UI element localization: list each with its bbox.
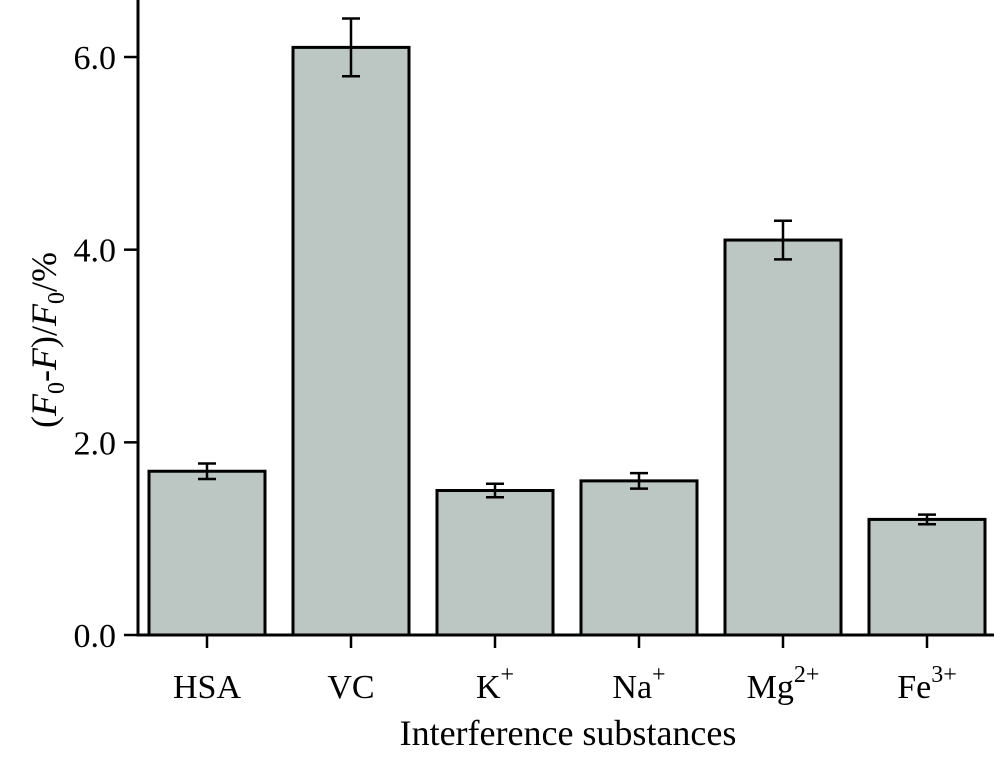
bar <box>867 517 987 637</box>
y-axis-title: (F0-F)/F0/% <box>24 252 70 428</box>
bar <box>291 45 411 637</box>
x-tick-label: HSA <box>173 669 241 706</box>
y-tick-label: 4.0 <box>74 233 117 270</box>
bar <box>723 238 843 637</box>
x-tick-label: Fe3+ <box>897 662 957 706</box>
y-tick-label: 2.0 <box>74 425 117 462</box>
x-tick-label: VC <box>327 669 374 706</box>
y-tick-label: 6.0 <box>74 40 117 77</box>
x-tick-labels: HSA VC K+ Na+ Mg2+ Fe3+ <box>173 662 957 706</box>
bar <box>147 469 267 637</box>
x-tick-label: Na+ <box>612 662 665 706</box>
x-tick-label: K+ <box>476 662 514 706</box>
x-axis-title: Interference substances <box>400 713 737 753</box>
y-tick-label: 0.0 <box>74 618 117 655</box>
axes-group <box>124 0 994 648</box>
bar <box>435 489 555 637</box>
y-tick-labels: 0.0 2.0 4.0 6.0 <box>74 40 117 655</box>
bars-group <box>147 45 987 637</box>
x-tick-label: Mg2+ <box>747 662 820 706</box>
error-bars-group <box>198 17 936 526</box>
bar <box>579 479 699 637</box>
